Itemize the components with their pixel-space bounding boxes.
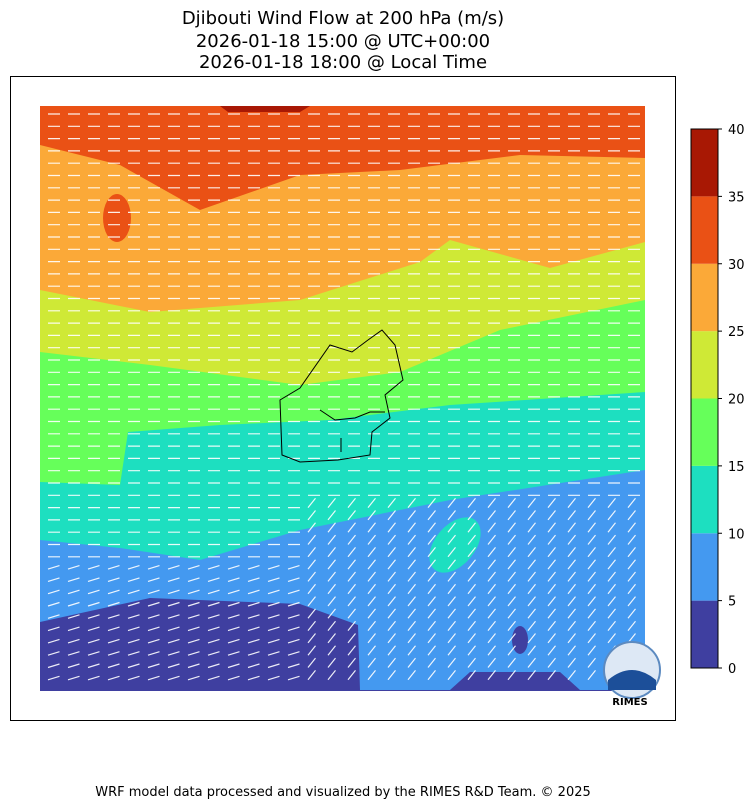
title-line: 2026-01-18 18:00 @ Local Time <box>199 52 487 73</box>
colorbar-tick-label: 0 <box>728 662 736 677</box>
title-line: 2026-01-18 15:00 @ UTC+00:00 <box>196 31 490 52</box>
wind-arrows <box>47 113 640 681</box>
country-border <box>279 329 404 463</box>
colorbar-segment <box>691 196 718 264</box>
map: RIMES <box>40 106 661 708</box>
colorbar-tick-label: 35 <box>728 190 745 205</box>
colorbar-segment <box>691 533 718 601</box>
colorbar: 0 5 10 15 20 25 30 35 40 <box>690 123 745 677</box>
wind-region <box>512 626 528 654</box>
colorbar-tick-label: 25 <box>728 325 745 340</box>
wind-region <box>429 517 481 573</box>
map-frame <box>10 76 676 721</box>
colorbar-segment <box>691 331 718 399</box>
colorbar-tick-label: 10 <box>728 527 745 542</box>
colorbar-segment <box>691 263 718 332</box>
colorbar-tick-label: 30 <box>728 258 745 273</box>
colorbar-segment <box>691 600 718 668</box>
colorbar-segment <box>691 398 718 466</box>
wind-region <box>40 106 645 210</box>
logo-wave <box>608 670 656 690</box>
colorbar-tick-label: 20 <box>728 393 745 408</box>
title-line: Djibouti Wind Flow at 200 hPa (m/s) <box>182 8 504 29</box>
colorbar-tick-label: 5 <box>728 595 736 610</box>
colorbar-segment <box>691 129 718 197</box>
colorbar-tick-label: 15 <box>728 460 745 475</box>
colorbar-tick-label: 40 <box>728 123 745 138</box>
colorbar-segment <box>691 465 718 534</box>
wind-region <box>103 194 131 242</box>
footer: WRF model data processed and visualized … <box>95 785 591 800</box>
logo-text: RIMES <box>612 697 647 708</box>
